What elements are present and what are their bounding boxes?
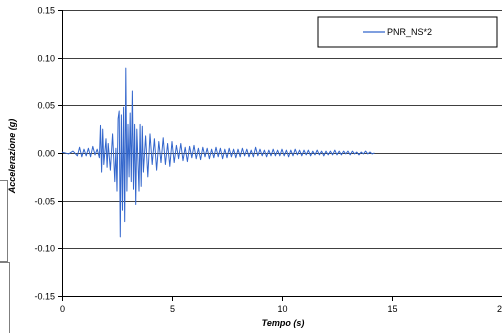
left-edge-frame-fragment-bottom xyxy=(0,262,10,333)
y-tick-label: -0.05 xyxy=(34,197,55,207)
y-tick-label: -0.15 xyxy=(34,292,55,302)
x-tick-label: 15 xyxy=(387,304,397,314)
legend-box xyxy=(317,16,498,48)
y-axis-title: Accelerazione (g) xyxy=(7,119,17,195)
y-tick-label: -0.10 xyxy=(34,244,55,254)
x-tick-label: 10 xyxy=(277,304,287,314)
x-axis-title: Tempo (s) xyxy=(262,318,305,328)
series-layer xyxy=(61,67,375,238)
legend: PNR_NS*2 xyxy=(317,16,498,48)
y-tick-label: 0.15 xyxy=(37,6,55,16)
legend-series-label: PNR_NS*2 xyxy=(387,27,432,37)
label-layer: -0.15 -0.10 -0.05 0.00 0.05 0.10 0.15 0 5 10 15 2 xyxy=(34,6,502,315)
x-tick-label: 2 xyxy=(497,304,502,314)
y-tick-label: 0.00 xyxy=(37,149,55,159)
series-line xyxy=(61,67,375,238)
y-tick-label: 0.10 xyxy=(37,54,55,64)
axis-layer xyxy=(58,10,502,301)
x-tick-label: 5 xyxy=(170,304,175,314)
y-tick-label: 0.05 xyxy=(37,101,55,111)
left-edge-frame-fragment-top xyxy=(0,180,8,262)
x-tick-label: 0 xyxy=(60,304,65,314)
